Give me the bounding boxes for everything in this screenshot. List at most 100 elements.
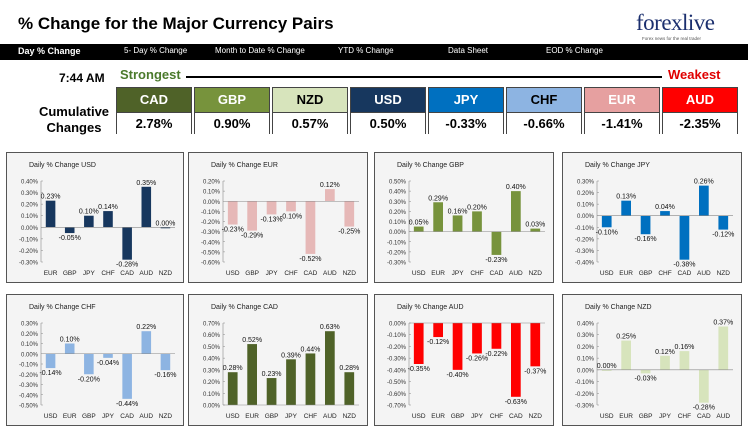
data-label: -0.04%	[97, 360, 119, 367]
currency-code: GBP	[195, 88, 269, 113]
y-tick-label: 0.00%	[203, 200, 221, 206]
chart-title: Daily % Change GBP	[397, 162, 464, 169]
bar-nzd	[160, 227, 171, 229]
y-tick-label: 0.40%	[389, 190, 407, 196]
bar-jpy	[103, 353, 113, 358]
bar-nzd	[344, 201, 355, 227]
x-tick-label: JPY	[659, 413, 672, 420]
y-tick-label: -0.30%	[575, 404, 595, 410]
timestamp: 7:44 AM	[59, 71, 105, 85]
bar-cad	[122, 227, 132, 260]
bar-gbp	[266, 378, 277, 405]
y-tick-label: -0.10%	[201, 210, 221, 216]
bar-gbp	[64, 227, 75, 234]
y-tick-label: 0.00%	[21, 352, 39, 358]
data-label: -0.29%	[241, 233, 263, 240]
data-label: 0.14%	[98, 204, 118, 211]
y-tick-label: 0.20%	[21, 332, 39, 338]
y-tick-label: -0.30%	[575, 249, 595, 255]
y-tick-label: -0.60%	[201, 261, 221, 267]
logo-text: forexlive	[636, 10, 715, 35]
bar-aud	[325, 189, 335, 202]
x-tick-label: AUD	[697, 270, 711, 277]
y-tick-label: 0.10%	[203, 190, 221, 196]
bar-usd	[227, 201, 238, 225]
x-tick-label: EUR	[619, 413, 633, 420]
x-tick-label: JPY	[452, 270, 465, 277]
chart-title: Daily % Change AUD	[397, 304, 464, 311]
x-tick-label: GBP	[82, 413, 96, 420]
nav-ytd-change[interactable]: YTD % Change	[338, 46, 394, 55]
x-tick-label: GBP	[639, 413, 653, 420]
data-label: -0.16%	[634, 236, 656, 243]
chart-jpy: Daily % Change JPY 0.30% 0.20% 0.10% 0.00% -0…	[575, 162, 734, 277]
data-label: 0.23%	[41, 194, 61, 201]
nav-mtd-change[interactable]: Month to Date % Change	[215, 46, 305, 55]
x-tick-label: CAD	[304, 270, 318, 277]
y-tick-label: 0.50%	[203, 345, 221, 351]
currency-box-nzd: NZD 0.57%	[272, 87, 348, 134]
data-label: -0.25%	[338, 229, 360, 236]
x-tick-label: AUD	[716, 413, 730, 420]
data-label: 0.35%	[136, 180, 156, 187]
data-label: -0.13%	[260, 216, 282, 223]
currency-code: NZD	[273, 88, 347, 113]
data-label: -0.37%	[524, 368, 546, 375]
x-tick-label: CAD	[120, 413, 134, 420]
bar-aud	[699, 185, 709, 216]
nav-eod-change[interactable]: EOD % Change	[546, 46, 603, 55]
forexlive-logo[interactable]: forexlive Forex news for the real trader	[636, 8, 728, 42]
y-tick-label: -0.50%	[201, 250, 221, 256]
data-label: -0.10%	[280, 213, 302, 220]
data-label: 0.25%	[616, 334, 636, 341]
data-label: 0.12%	[320, 182, 340, 189]
bar-aud	[141, 186, 152, 228]
currency-cumulative-value: -0.66%	[507, 113, 581, 134]
nav-5day-change[interactable]: 5- Day % Change	[124, 46, 188, 55]
y-tick-label: -0.70%	[387, 404, 407, 410]
x-tick-label: CHF	[304, 413, 317, 420]
y-tick-label: 0.70%	[203, 322, 221, 328]
x-tick-label: EUR	[619, 270, 633, 277]
x-tick-label: NZD	[717, 270, 731, 277]
y-tick-label: 0.30%	[389, 200, 407, 206]
data-label: -0.05%	[59, 235, 81, 242]
data-label: 0.40%	[506, 184, 526, 191]
y-tick-label: -0.20%	[201, 220, 221, 226]
x-tick-label: GBP	[639, 270, 653, 277]
y-tick-label: 0.30%	[203, 368, 221, 374]
data-label: 0.16%	[674, 344, 694, 351]
currency-box-jpy: JPY -0.33%	[428, 87, 504, 134]
y-tick-label: -0.30%	[19, 383, 39, 389]
y-tick-label: -0.20%	[19, 373, 39, 379]
data-label: 0.10%	[60, 337, 80, 344]
x-tick-label: AUD	[139, 413, 153, 420]
data-label: 0.05%	[409, 220, 429, 227]
data-label: 0.16%	[448, 208, 468, 215]
x-tick-label: JPY	[83, 270, 96, 277]
data-label: -0.26%	[466, 355, 488, 362]
chart-title: Daily % Change JPY	[585, 162, 650, 169]
x-tick-label: CHF	[284, 270, 297, 277]
bar-chf	[679, 351, 690, 370]
y-tick-label: -0.40%	[201, 240, 221, 246]
chart-title: Daily % Change NZD	[585, 304, 652, 311]
chart-title: Daily % Change USD	[29, 162, 96, 169]
data-label: -0.12%	[712, 232, 734, 239]
data-label: -0.38%	[673, 262, 695, 269]
cumulative-label: Cumulative Changes	[38, 104, 110, 135]
chart-panel-gbp: Daily % Change GBP 0.50% 0.40% 0.30% 0.20% 0.…	[374, 152, 554, 283]
bar-cad	[491, 231, 502, 255]
currency-cumulative-value: 0.90%	[195, 113, 269, 134]
x-tick-label: USD	[44, 413, 58, 420]
nav-data-sheet[interactable]: Data Sheet	[448, 46, 489, 55]
chart-chf: Daily % Change CHF 0.30% 0.20% 0.10% 0.00% -0…	[19, 304, 177, 420]
y-tick-label: -0.20%	[575, 237, 595, 243]
nav-day-change[interactable]: Day % Change	[18, 46, 81, 56]
bar-chf	[472, 211, 482, 232]
chart-aud: Daily % Change AUD 0.00% -0.10% -0.20% -0.30…	[387, 304, 546, 420]
y-tick-label: -0.10%	[387, 333, 407, 339]
y-tick-label: 0.10%	[577, 203, 595, 209]
bar-nzd	[530, 323, 541, 367]
y-tick-label: 0.10%	[21, 342, 39, 348]
